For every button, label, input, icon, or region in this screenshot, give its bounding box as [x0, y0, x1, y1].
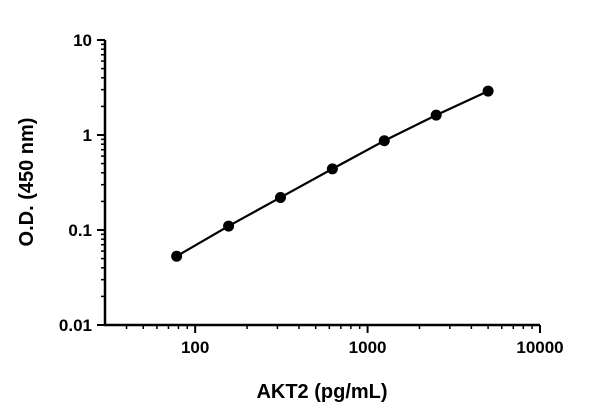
data-point	[378, 135, 390, 147]
data-point	[223, 220, 235, 232]
data-point	[274, 191, 286, 203]
x-tick-label: 100	[181, 338, 209, 357]
y-tick-label: 0.1	[68, 221, 92, 240]
x-tick-label: 1000	[349, 338, 387, 357]
data-point	[482, 85, 494, 97]
data-point	[326, 163, 338, 175]
y-tick-label: 10	[73, 31, 92, 50]
axes	[103, 40, 540, 327]
data-point	[171, 250, 183, 262]
x-axis-title: AKT2 (pg/mL)	[256, 381, 387, 403]
y-tick-label: 1	[83, 126, 92, 145]
y-axis-title: O.D. (450 nm)	[16, 118, 38, 247]
y-tick-label: 0.01	[59, 316, 92, 335]
x-tick-label: 10000	[516, 338, 563, 357]
data-point	[430, 109, 442, 121]
